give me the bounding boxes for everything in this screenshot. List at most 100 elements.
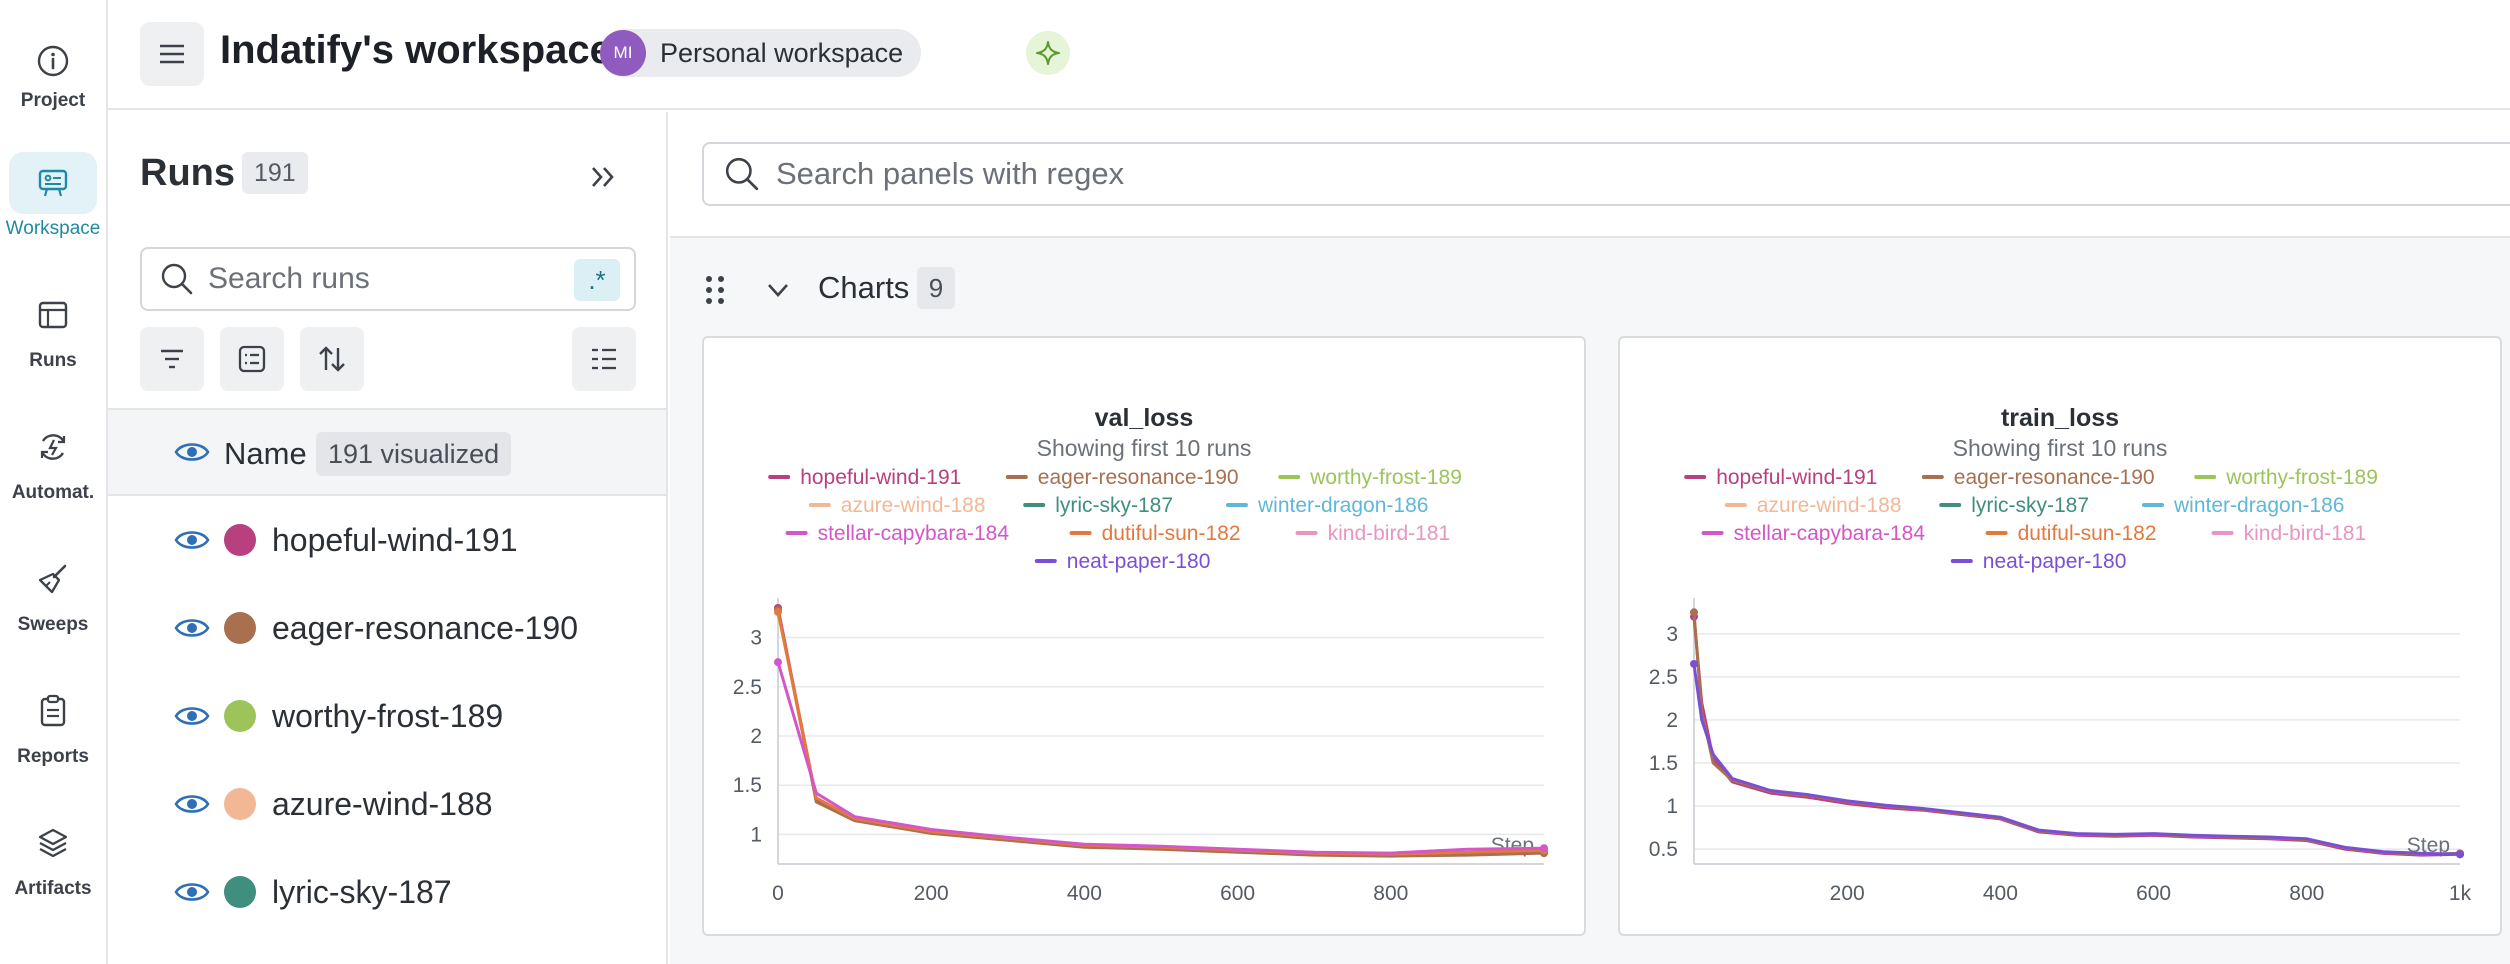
- nav-rail: Project Workspace Runs Automat. Sweeps R…: [0, 0, 108, 964]
- ai-assistant-button[interactable]: [1026, 31, 1070, 75]
- group-button[interactable]: [220, 327, 284, 391]
- eye-icon[interactable]: [174, 878, 210, 906]
- run-row[interactable]: eager-resonance-190: [108, 584, 666, 672]
- run-name[interactable]: worthy-frost-189: [272, 698, 504, 734]
- series-point: [774, 607, 782, 616]
- group-icon: [238, 345, 266, 373]
- legend-item[interactable]: azure-wind-188: [1724, 494, 1902, 517]
- search-icon: [161, 263, 193, 295]
- legend-item[interactable]: stellar-capybara-184: [1701, 522, 1926, 545]
- run-name[interactable]: eager-resonance-190: [272, 610, 578, 646]
- workspace-selector[interactable]: MI Personal workspace: [600, 29, 922, 77]
- legend-item[interactable]: eager-resonance-190: [1921, 466, 2155, 489]
- legend-item[interactable]: winter-dragon-186: [1226, 494, 1428, 517]
- search-icon: [725, 157, 759, 191]
- nav-item-artifacts[interactable]: Artifacts: [0, 812, 106, 922]
- eye-icon[interactable]: [174, 702, 210, 730]
- legend-item[interactable]: dutiful-sun-182: [1985, 522, 2157, 545]
- chart-panel-train-loss[interactable]: train_loss Showing first 10 runs hopeful-w…: [1618, 336, 2502, 936]
- runs-panel: Runs 191 .* Name 191 visualized hopeful-…: [108, 112, 668, 964]
- expand-runs-button[interactable]: [578, 152, 628, 202]
- drag-handle-icon[interactable]: [704, 274, 726, 306]
- nav-label-project: Project: [20, 90, 86, 111]
- nav-item-project[interactable]: Project: [0, 30, 106, 140]
- run-color-swatch[interactable]: [224, 788, 256, 820]
- x-tick-label: 800: [2289, 882, 2324, 905]
- series-line[interactable]: [776, 607, 1545, 857]
- eye-icon[interactable]: [174, 614, 210, 642]
- legend-item[interactable]: stellar-capybara-184: [785, 522, 1010, 545]
- legend-item[interactable]: neat-paper-180: [1034, 550, 1211, 573]
- legend-item[interactable]: worthy-frost-189: [2194, 466, 2378, 489]
- columns-button[interactable]: [572, 327, 636, 391]
- legend-item[interactable]: kind-bird-181: [2211, 522, 2367, 545]
- legend-item[interactable]: neat-paper-180: [1950, 550, 2127, 573]
- nav-item-automations[interactable]: Automat.: [0, 416, 106, 526]
- legend-label: eager-resonance-190: [1038, 466, 1239, 489]
- charts-count-badge: 9: [917, 267, 955, 309]
- nav-item-workspace[interactable]: Workspace: [0, 152, 106, 262]
- eye-icon[interactable]: [174, 438, 210, 466]
- name-column-header[interactable]: Name: [224, 436, 307, 471]
- sort-button[interactable]: [300, 327, 364, 391]
- charts-section-title[interactable]: Charts: [818, 270, 910, 305]
- legend-item[interactable]: hopeful-wind-191: [1684, 466, 1877, 489]
- eye-icon[interactable]: [174, 790, 210, 818]
- filter-button[interactable]: [140, 327, 204, 391]
- y-tick-label: 1: [750, 823, 762, 846]
- legend-label: winter-dragon-186: [2173, 494, 2344, 517]
- nav-item-reports[interactable]: Reports: [0, 680, 106, 790]
- chart-subtitle: Showing first 10 runs: [1953, 435, 2168, 461]
- series-line[interactable]: [776, 611, 1545, 856]
- run-color-swatch[interactable]: [224, 524, 256, 556]
- double-chevron-right-icon: [592, 167, 614, 187]
- series-line[interactable]: [776, 609, 1545, 858]
- legend-label: kind-bird-181: [1328, 522, 1451, 545]
- nav-item-sweeps[interactable]: Sweeps: [0, 548, 106, 658]
- legend-item[interactable]: worthy-frost-189: [1278, 466, 1462, 489]
- run-name[interactable]: azure-wind-188: [272, 786, 493, 822]
- run-row[interactable]: worthy-frost-189: [108, 672, 666, 760]
- legend-item[interactable]: winter-dragon-186: [2142, 494, 2344, 517]
- run-name[interactable]: hopeful-wind-191: [272, 522, 518, 558]
- sparkle-icon: [1036, 41, 1060, 65]
- eye-icon[interactable]: [174, 526, 210, 554]
- series-point: [1540, 844, 1548, 853]
- series-line[interactable]: [776, 661, 1545, 855]
- legend-item[interactable]: azure-wind-188: [808, 494, 986, 517]
- run-row[interactable]: lyric-sky-187: [108, 848, 666, 936]
- series-line[interactable]: [1692, 612, 2461, 856]
- nav-label-sweeps: Sweeps: [17, 614, 89, 635]
- nav-item-runs[interactable]: Runs: [0, 284, 106, 394]
- chevron-down-icon[interactable]: [764, 276, 792, 304]
- legend-item[interactable]: lyric-sky-187: [1939, 494, 2089, 517]
- series-line[interactable]: [1692, 663, 2461, 856]
- y-tick-label: 1.5: [733, 774, 762, 797]
- chart-panel-val-loss[interactable]: val_loss Showing first 10 runs hopeful-win…: [702, 336, 1586, 936]
- visualized-count-badge[interactable]: 191 visualized: [316, 432, 512, 476]
- legend-label: dutiful-sun-182: [2018, 522, 2157, 545]
- x-tick-label: 800: [1373, 882, 1408, 905]
- line-chart: train_loss Showing first 10 runs hopeful-w…: [1649, 404, 2472, 905]
- regex-toggle[interactable]: .*: [574, 259, 620, 301]
- legend-label: neat-paper-180: [1067, 550, 1211, 573]
- panel-search-input[interactable]: [774, 155, 1974, 193]
- legend-item[interactable]: hopeful-wind-191: [768, 466, 961, 489]
- legend-label: worthy-frost-189: [2225, 466, 2378, 489]
- run-color-swatch[interactable]: [224, 612, 256, 644]
- legend-item[interactable]: dutiful-sun-182: [1069, 522, 1241, 545]
- series-line[interactable]: [1692, 616, 2461, 857]
- runs-search-input[interactable]: [206, 261, 566, 297]
- run-row[interactable]: azure-wind-188: [108, 760, 666, 848]
- run-color-swatch[interactable]: [224, 876, 256, 908]
- menu-button[interactable]: [140, 22, 204, 86]
- run-name[interactable]: lyric-sky-187: [272, 874, 452, 910]
- clipboard-icon: [9, 680, 97, 742]
- legend-item[interactable]: kind-bird-181: [1295, 522, 1451, 545]
- run-row[interactable]: hopeful-wind-191: [108, 496, 666, 584]
- nav-label-automations: Automat.: [11, 482, 95, 503]
- legend-item[interactable]: lyric-sky-187: [1023, 494, 1173, 517]
- legend-item[interactable]: eager-resonance-190: [1005, 466, 1239, 489]
- workspace-header: Indatify's workspace MI Personal workspa…: [108, 0, 2510, 110]
- run-color-swatch[interactable]: [224, 700, 256, 732]
